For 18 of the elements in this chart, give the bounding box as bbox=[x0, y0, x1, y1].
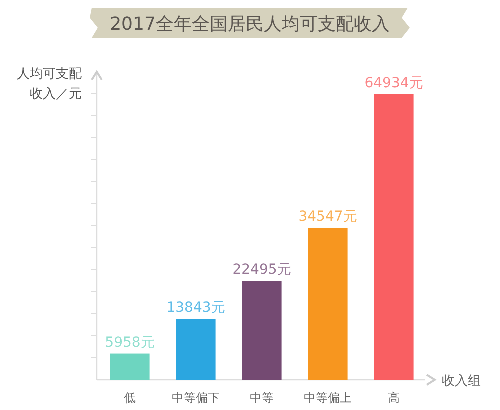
data-label: 34547元 bbox=[298, 208, 358, 225]
x-tick-label: 中等偏下 bbox=[172, 391, 220, 405]
x-tick-label: 中等 bbox=[250, 391, 274, 405]
data-label: 13843元 bbox=[166, 300, 226, 316]
x-tick-label: 低 bbox=[124, 391, 136, 405]
x-axis-title: 收入组 bbox=[442, 374, 481, 389]
bar bbox=[374, 94, 414, 380]
bar bbox=[110, 354, 150, 380]
data-label: 22495元 bbox=[232, 262, 292, 278]
chart-title: 2017全年全国居民人均可支配收入 bbox=[110, 14, 390, 35]
bar bbox=[176, 319, 216, 380]
data-label: 5958元 bbox=[105, 334, 155, 351]
y-axis-title: 人均可支配收入／元 bbox=[17, 67, 82, 102]
data-label: 64934元 bbox=[364, 75, 424, 92]
x-tick-label: 中等偏上 bbox=[304, 391, 352, 405]
bar bbox=[242, 281, 282, 380]
x-tick-label: 高 bbox=[388, 391, 400, 405]
bar bbox=[308, 228, 348, 380]
